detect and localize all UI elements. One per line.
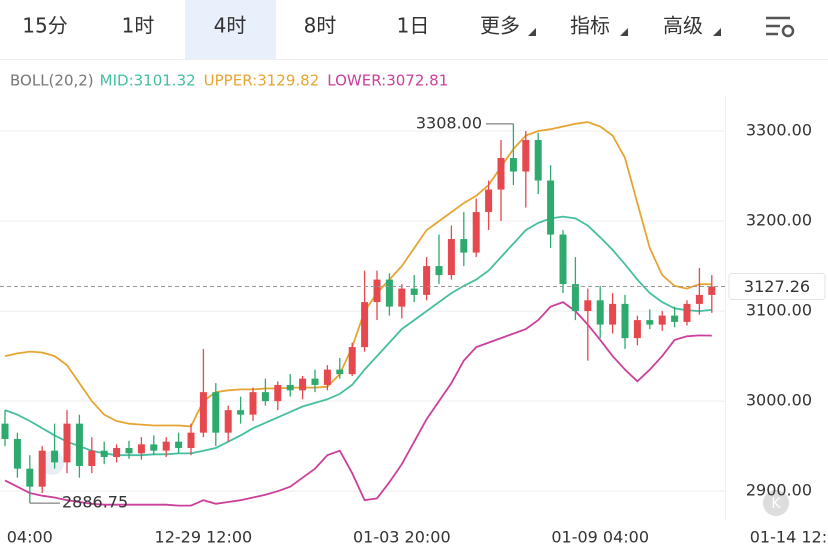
candle-body [633,320,641,339]
tab[interactable]: 8时 [304,14,337,38]
candle-body [708,286,716,295]
low-label: 2886.75 [62,493,128,512]
candle-body [63,423,71,463]
x-tick-label: 01-14 12:00 [750,528,828,547]
candle-body [286,384,294,391]
candle-body [658,315,666,325]
candle-body [274,384,282,402]
y-tick-label: 3000.00 [746,391,812,410]
y-tick-label: 3300.00 [746,121,812,140]
candle-body [162,441,170,451]
candle-body [485,189,493,213]
candle-body [336,369,344,375]
candle-body [547,180,555,235]
legend-item: UPPER:3129.82 [204,72,320,90]
legend: BOLL(20,2) MID:3101.32 UPPER:3129.82 LOWER:… [10,72,448,90]
settings-icon[interactable] [766,16,795,38]
candle-body [398,288,406,307]
candle-body [237,410,245,415]
candle-body [571,284,579,312]
tab[interactable]: 更多 [480,14,520,38]
tab[interactable]: 高级 [663,14,703,38]
last-price-box [728,273,826,301]
reset-icon[interactable] [763,490,789,516]
candle-body [26,468,34,487]
candle-body [472,212,480,253]
candle-body [75,423,83,466]
legend-title: BOLL(20,2) [10,72,94,90]
tab[interactable]: 指标 [570,14,610,38]
candle-body [311,378,319,385]
candle-body [646,320,654,325]
candle-body [175,441,183,448]
candle-body [423,266,431,295]
band-line [4,121,712,428]
candle-body [584,300,592,312]
selected-tab-bg [185,0,276,59]
candle-body [150,444,158,451]
candle-body [373,279,381,303]
y-tick-label: 3100.00 [746,301,812,320]
x-tick-label: 04:00 [7,528,53,547]
candle-body [261,392,269,402]
y-tick-label: 3200.00 [746,211,812,230]
candle-body [187,432,195,448]
candle-body [199,392,207,433]
candle-body [435,266,443,276]
x-tick-label: 01-03 20:00 [353,528,451,547]
candle-body [38,450,46,487]
high-label: 3308.00 [416,113,482,132]
candle-body [299,378,307,391]
candle-body [683,303,691,322]
candle-body [410,288,418,295]
legend-item: LOWER:3072.81 [327,72,448,90]
dropdown-arrow [713,28,721,36]
candle-body [348,347,356,375]
candle-body [671,315,679,322]
tab[interactable]: 15分 [22,14,67,38]
candle-body [137,444,145,454]
band-line [4,215,712,457]
band-line [4,301,712,507]
dropdown-arrow [620,28,628,36]
candle-body [1,423,9,439]
candle-body [621,303,629,339]
candle-body [125,447,133,454]
candle-body [534,140,542,181]
candle-body [88,450,96,466]
x-tick-label: 12-29 12:00 [155,528,253,547]
candle-body [695,294,703,304]
candle-body [596,300,604,325]
candle-body [385,279,393,307]
candle-body [323,369,331,385]
candle-body [609,303,617,325]
candle-body [113,447,121,457]
tab[interactable]: 4时 [214,14,247,38]
tab[interactable]: 1日 [397,14,430,38]
candle-body [460,239,468,253]
tab[interactable]: 1时 [122,14,155,38]
candle-body [13,438,21,469]
candle-body [447,239,455,276]
candle-body [559,234,567,285]
candle-body [522,140,530,172]
candle-body [224,410,232,433]
candle-body [361,302,369,348]
candle-body [497,158,505,190]
candle-body [249,392,257,415]
reset-icon-glyph: K [771,496,781,512]
candle-body [509,158,517,172]
tab-bar: 15分 1时 4时 8时 1日 更多 指标 高级 [22,14,703,38]
candle-body [212,392,220,433]
last-price-label: 3127.26 [744,277,810,296]
y-tick-label: 2900.00 [746,481,812,500]
dropdown-arrow [528,28,536,36]
candle-body [100,450,108,457]
candle-body [51,450,59,463]
x-tick-label: 01-09 04:00 [551,528,649,547]
legend-item: MID:3101.32 [100,72,196,90]
